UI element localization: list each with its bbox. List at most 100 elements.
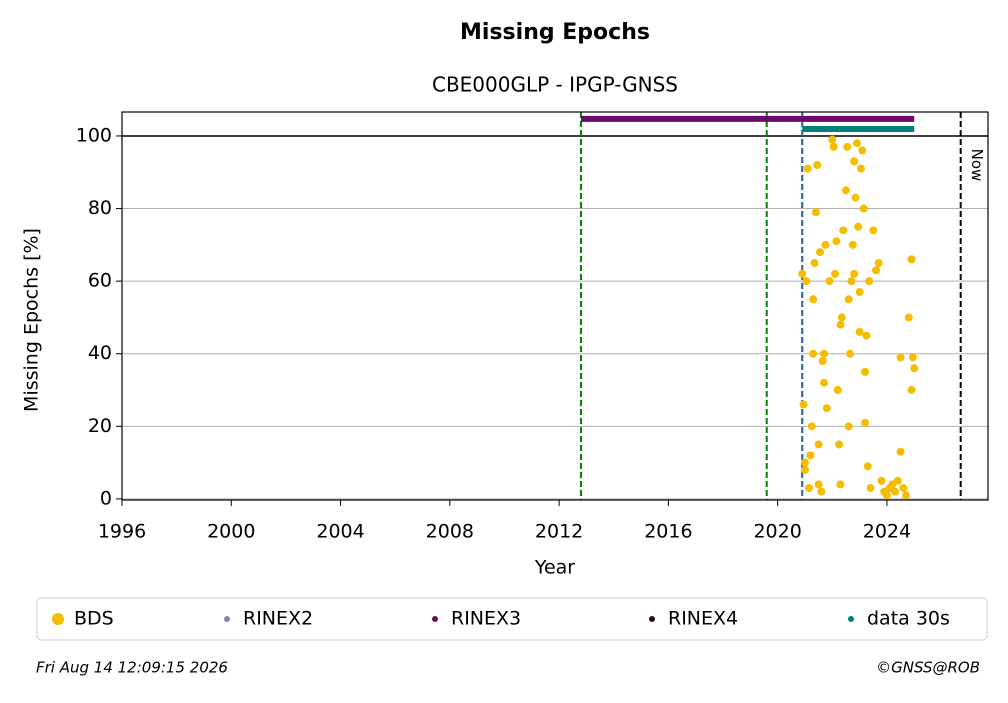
data-point [836,320,845,329]
data-point [863,462,872,471]
data-point [846,349,855,358]
data-point [820,349,829,358]
data-point [861,418,870,427]
data-point [847,277,856,286]
data-point [809,349,818,358]
y-tick-label: 20 [88,415,112,437]
data-point [833,386,842,395]
data-point [815,248,824,257]
legend-marker [649,616,655,622]
data-point [841,186,850,195]
legend-label: RINEX2 [243,608,313,630]
data-point [852,139,861,148]
data-point [814,440,823,449]
data-point [835,440,844,449]
data-point [831,269,840,278]
legend-box [36,597,988,641]
legend-label: BDS [74,608,114,630]
x-tick-label: 1996 [98,521,146,543]
x-tick-label: 2000 [207,521,255,543]
data-point [800,458,809,467]
data-point [811,208,820,217]
data-point [825,277,834,286]
data-point [899,484,908,493]
data-point [806,451,815,460]
x-axis-label: Year [534,557,575,579]
data-point [874,258,883,267]
data-point [837,313,846,322]
data-point [818,356,827,365]
data-point [862,331,871,340]
data-point [844,422,853,431]
data-point [904,313,913,322]
data-point [799,400,808,409]
data-point [902,491,911,500]
data-point [832,237,841,246]
y-tick-label: 40 [88,342,112,364]
data-point [821,240,830,249]
data-point [907,386,916,395]
data-point [839,226,848,235]
data-point [850,269,859,278]
x-tick-label: 2008 [426,521,474,543]
data-point [910,364,919,373]
data-point [896,447,905,456]
data-point [814,480,823,489]
data-point [828,135,837,144]
legend-marker [432,616,438,622]
y-tick-label: 60 [88,270,112,292]
data-point [813,160,822,169]
data-point [866,484,875,493]
data-point [869,226,878,235]
legend-label: data 30s [867,608,950,630]
data-point [854,222,863,231]
x-tick-label: 2016 [644,521,692,543]
data-point [805,484,814,493]
data-point [891,487,900,496]
legend-label: RINEX3 [451,608,521,630]
timestamp: Fri Aug 14 12:09:15 2026 [36,659,228,677]
data-point [809,295,818,304]
data-point [893,476,902,485]
data-point [908,353,917,362]
data-point [896,353,905,362]
data-point [820,378,829,387]
x-tick-label: 2024 [863,521,911,543]
legend-marker [52,613,64,625]
data-point [810,258,819,267]
chart-title: Missing Epochs [460,20,650,45]
credit: ©GNSS@ROB [876,659,980,677]
data-point [800,465,809,474]
x-tick-label: 2020 [753,521,801,543]
data-point [882,491,891,500]
plot-frame [121,111,989,501]
y-tick-label: 80 [88,197,112,219]
data-point [871,266,880,275]
data-point [877,476,886,485]
data-point [865,277,874,286]
data-point [843,142,852,151]
data-point [803,164,812,173]
legend-label: RINEX4 [668,608,738,630]
x-tick-label: 2004 [316,521,364,543]
data-point [798,269,807,278]
chart-subtitle: CBE000GLP - IPGP-GNSS [432,73,678,97]
y-axis-label: Missing Epochs [%] [21,228,43,412]
data-point [848,240,857,249]
data-point [859,204,868,213]
data-point [817,487,826,496]
annotation: Now [968,149,986,182]
data-point [850,157,859,166]
data-point [855,288,864,297]
data-point [829,142,838,151]
data-point [855,327,864,336]
legend-marker [848,616,854,622]
data-point [907,255,916,264]
data-point [856,164,865,173]
x-tick-label: 2012 [535,521,583,543]
data-point [844,295,853,304]
data-point [822,404,831,413]
data-point [807,422,816,431]
data-point [851,193,860,202]
